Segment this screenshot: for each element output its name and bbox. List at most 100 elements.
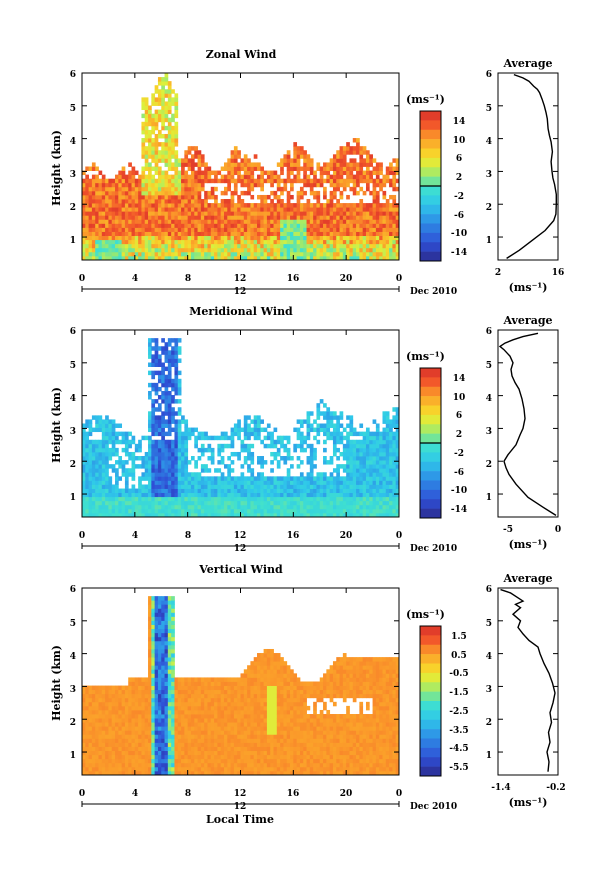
heatmap-cell bbox=[299, 203, 304, 208]
heatmap-cell bbox=[303, 219, 307, 224]
heatmap-cell bbox=[303, 243, 307, 249]
heatmap-cell bbox=[118, 215, 123, 220]
heatmap-cell bbox=[303, 512, 307, 518]
heatmap-cell bbox=[217, 480, 222, 485]
heatmap-cell bbox=[157, 415, 162, 420]
heatmap-cell bbox=[223, 199, 228, 204]
heatmap-cell bbox=[309, 203, 314, 208]
heatmap-cell bbox=[369, 472, 373, 477]
heatmap-cell bbox=[286, 219, 291, 224]
heatmap-cell bbox=[372, 178, 377, 184]
heatmap-cell bbox=[223, 207, 228, 212]
heatmap-cell bbox=[148, 620, 152, 625]
heatmap-cell bbox=[124, 500, 129, 506]
heatmap-cell bbox=[151, 443, 156, 449]
heatmap-cell bbox=[101, 754, 106, 760]
heatmap-cell bbox=[365, 166, 370, 171]
heatmap-cell bbox=[128, 186, 132, 192]
heatmap-cell bbox=[161, 85, 165, 90]
heatmap-cell bbox=[283, 435, 288, 441]
heatmap-cell bbox=[82, 207, 86, 212]
heatmap-cell bbox=[395, 227, 400, 232]
heatmap-cell bbox=[323, 203, 327, 208]
heatmap-cell bbox=[237, 215, 241, 220]
heatmap-cell bbox=[151, 476, 156, 481]
heatmap-cell bbox=[151, 456, 156, 461]
heatmap-cell bbox=[184, 223, 189, 228]
heatmap-cell bbox=[118, 255, 123, 261]
heatmap-cell bbox=[88, 255, 93, 261]
heatmap-cell bbox=[372, 443, 377, 449]
heatmap-cell bbox=[101, 223, 106, 228]
heatmap-cell bbox=[385, 500, 390, 506]
heatmap-cell bbox=[336, 251, 340, 257]
heatmap-cell bbox=[395, 215, 400, 220]
heatmap-cell bbox=[336, 231, 340, 237]
heatmap-cell bbox=[349, 476, 354, 481]
heatmap-cell bbox=[108, 199, 113, 204]
heatmap-cell bbox=[144, 456, 149, 461]
heatmap-cell bbox=[82, 251, 86, 257]
heatmap-cell bbox=[359, 174, 364, 180]
heatmap-cell bbox=[280, 162, 284, 167]
heatmap-cell bbox=[108, 190, 113, 196]
heatmap-cell bbox=[95, 460, 99, 465]
heatmap-cell bbox=[352, 512, 357, 518]
heatmap-cell bbox=[105, 235, 109, 241]
heatmap-cell bbox=[336, 178, 340, 184]
colorbar-tick: -14 bbox=[451, 505, 467, 515]
heatmap-cell bbox=[375, 194, 380, 200]
heatmap-cell bbox=[88, 239, 93, 245]
heatmap-cell bbox=[253, 207, 258, 212]
heatmap-cell bbox=[138, 770, 142, 776]
heatmap-cell bbox=[151, 150, 156, 155]
heatmap-cell bbox=[306, 162, 311, 167]
heatmap-cell bbox=[167, 354, 172, 359]
heatmap-cell bbox=[243, 203, 248, 208]
heatmap-cell bbox=[276, 447, 281, 453]
heatmap-cell bbox=[118, 211, 123, 216]
heatmap-cell bbox=[85, 758, 89, 764]
heatmap-cell bbox=[227, 162, 231, 167]
heatmap-cell bbox=[154, 199, 159, 204]
heatmap-cell bbox=[329, 235, 334, 241]
heatmap-cell bbox=[161, 223, 165, 228]
heatmap-cell bbox=[365, 456, 370, 461]
heatmap-cell bbox=[395, 456, 400, 461]
heatmap-cell bbox=[260, 215, 265, 220]
heatmap-cell bbox=[148, 395, 152, 400]
heatmap-cell bbox=[144, 150, 149, 155]
heatmap-cell bbox=[227, 508, 231, 514]
heatmap-cell bbox=[190, 472, 195, 477]
heatmap-cell bbox=[257, 211, 261, 216]
heatmap-cell bbox=[85, 423, 89, 428]
heatmap-cell bbox=[257, 476, 261, 481]
heatmap-cell bbox=[164, 399, 169, 404]
heatmap-cell bbox=[98, 247, 103, 253]
heatmap-cell bbox=[306, 211, 311, 216]
heatmap-cell bbox=[134, 178, 139, 184]
heatmap-cell bbox=[171, 456, 175, 461]
heatmap-cell bbox=[342, 203, 347, 208]
heatmap-cell bbox=[141, 770, 146, 776]
heatmap-cell bbox=[171, 358, 175, 363]
heatmap-cell bbox=[237, 512, 241, 518]
heatmap-cell bbox=[167, 395, 172, 400]
heatmap-cell bbox=[382, 488, 387, 494]
heatmap-cell bbox=[270, 215, 274, 220]
heatmap-cell bbox=[349, 174, 354, 180]
heatmap-cell bbox=[121, 488, 126, 494]
heatmap-cell bbox=[131, 243, 136, 249]
heatmap-cell bbox=[352, 447, 357, 453]
heatmap-cell bbox=[309, 500, 314, 506]
heatmap-cell bbox=[210, 203, 215, 208]
heatmap-cell bbox=[375, 211, 380, 216]
heatmap-cell bbox=[263, 219, 268, 224]
heatmap-cell bbox=[365, 512, 370, 518]
heatmap-cell bbox=[356, 512, 360, 518]
x-tick-label: 20 bbox=[340, 531, 353, 541]
heatmap-cell bbox=[365, 484, 370, 489]
heatmap-cell bbox=[392, 231, 397, 237]
heatmap-cell bbox=[91, 199, 96, 204]
heatmap-cell bbox=[131, 758, 136, 764]
